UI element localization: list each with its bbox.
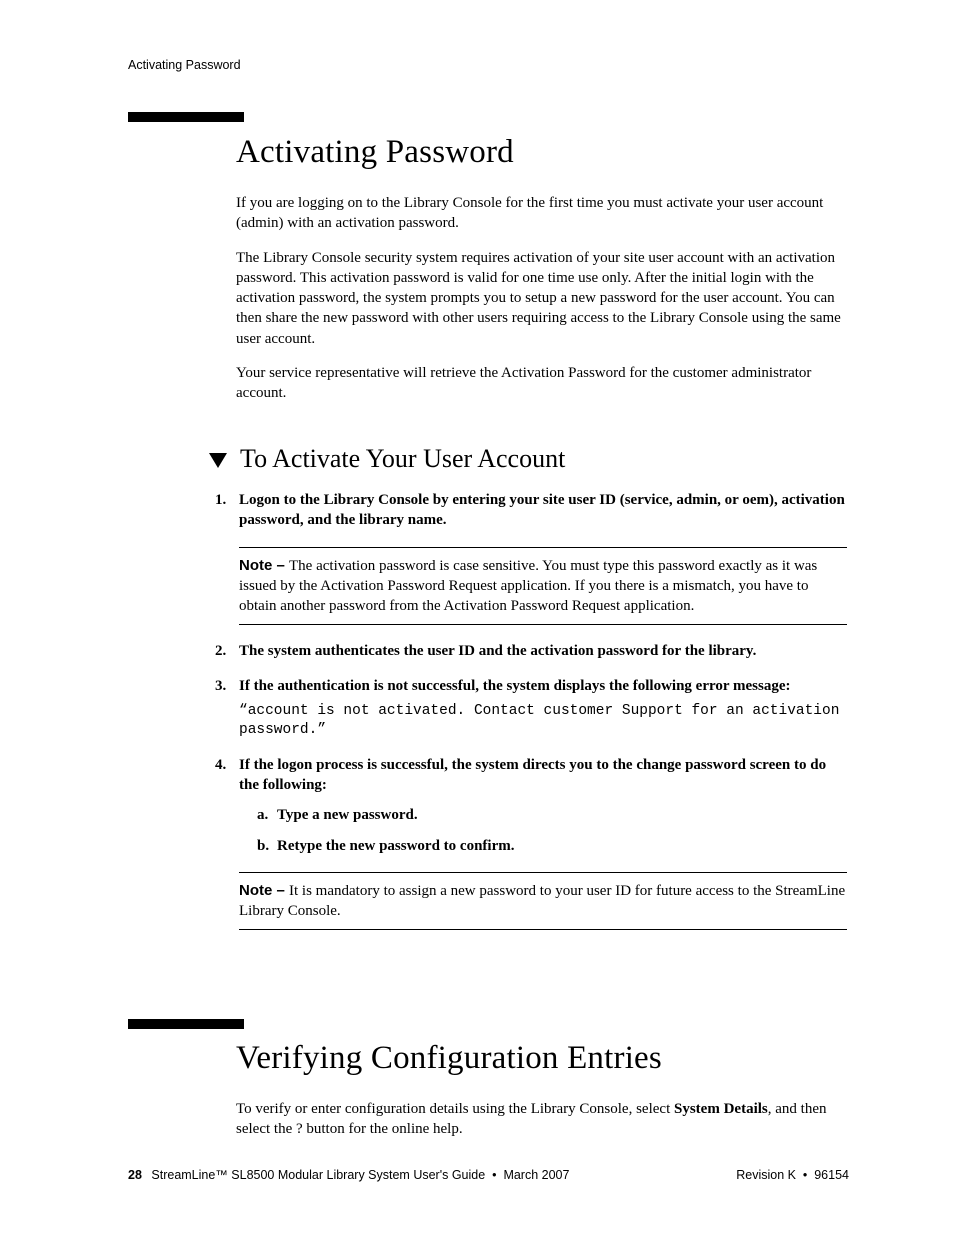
note-text: It is mandatory to assign a new password…: [239, 883, 845, 919]
section-rule: [128, 112, 244, 122]
substep-text: Retype the new password to confirm.: [277, 838, 514, 854]
page-footer: 28 StreamLine™ SL8500 Modular Library Sy…: [128, 1168, 849, 1182]
step-text: Logon to the Library Console by entering…: [239, 492, 845, 528]
paragraph: If you are logging on to the Library Con…: [236, 193, 846, 234]
code-message: “account is not activated. Contact custo…: [239, 702, 847, 741]
heading-verifying-config: Verifying Configuration Entries: [236, 1040, 846, 1077]
paragraph: Your service representative will retriev…: [236, 363, 846, 404]
substep-b: Retype the new password to confirm.: [257, 836, 847, 856]
footer-left: 28 StreamLine™ SL8500 Modular Library Sy…: [128, 1168, 569, 1182]
text-run: To verify or enter configuration details…: [236, 1101, 674, 1117]
substep-text: Type a new password.: [277, 807, 418, 823]
running-head: Activating Password: [128, 58, 241, 72]
note-box: Note – The activation password is case s…: [239, 547, 847, 626]
section-verifying-config: Verifying Configuration Entries To verif…: [236, 1040, 846, 1154]
step-3: If the authentication is not successful,…: [215, 676, 847, 741]
section-activating-password: Activating Password If you are logging o…: [236, 134, 846, 417]
paragraph: To verify or enter configuration details…: [236, 1099, 846, 1140]
bold-system-details: System Details: [674, 1101, 768, 1117]
paragraph: The Library Console security system requ…: [236, 248, 846, 349]
substep-a: Type a new password.: [257, 805, 847, 825]
page-number: 28: [128, 1168, 142, 1182]
step-1: Logon to the Library Console by entering…: [215, 490, 847, 531]
step-2: The system authenticates the user ID and…: [215, 641, 847, 661]
step-text: The system authenticates the user ID and…: [239, 643, 756, 659]
note-text: The activation password is case sensitiv…: [239, 558, 817, 615]
note-box: Note – It is mandatory to assign a new p…: [239, 872, 847, 931]
note-label: Note –: [239, 557, 289, 574]
step-text: If the logon process is successful, the …: [239, 757, 826, 793]
step-text: If the authentication is not successful,…: [239, 678, 791, 694]
triangle-down-icon: [209, 453, 227, 468]
section-rule: [128, 1019, 244, 1029]
procedure-steps: Logon to the Library Console by entering…: [215, 490, 847, 946]
subheading-row: To Activate Your User Account: [209, 444, 849, 474]
footer-right: Revision K • 96154: [736, 1168, 849, 1182]
footer-title: StreamLine™ SL8500 Modular Library Syste…: [151, 1168, 569, 1182]
note-label: Note –: [239, 882, 289, 899]
heading-activating-password: Activating Password: [236, 134, 846, 171]
step-4: If the logon process is successful, the …: [215, 755, 847, 856]
subheading-activate-account: To Activate Your User Account: [240, 444, 565, 474]
